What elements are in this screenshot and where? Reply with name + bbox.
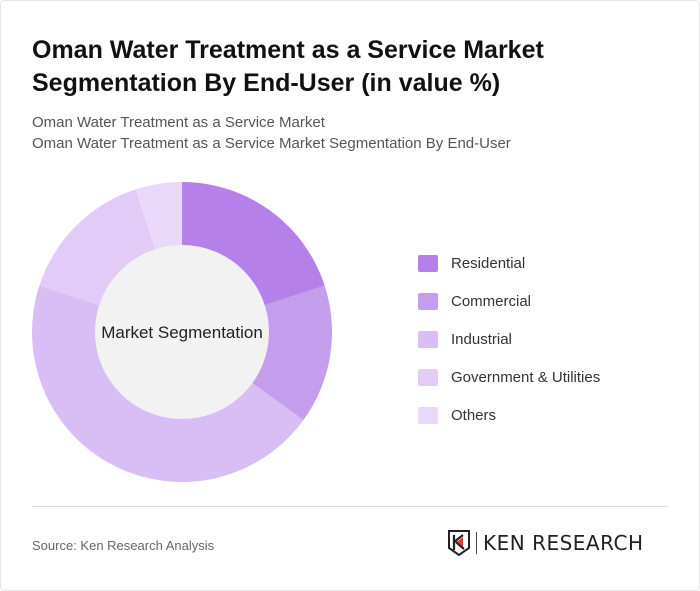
divider (32, 506, 668, 507)
legend-swatch (418, 407, 438, 424)
legend-label: Industrial (451, 331, 512, 348)
chart-title: Oman Water Treatment as a Service Market… (32, 36, 544, 97)
legend-item: Industrial (418, 320, 600, 359)
donut-center (95, 245, 269, 419)
ken-research-logo: KEN RESEARCH (448, 530, 644, 556)
legend-item: Residential (418, 244, 600, 283)
chart-subtitle: Oman Water Treatment as a Service Market (32, 114, 325, 131)
legend-item: Others (418, 396, 600, 435)
legend-label: Residential (451, 255, 526, 272)
center-label: Market Segmentation (101, 323, 263, 342)
legend-label: Others (451, 407, 497, 424)
legend-swatch (418, 293, 438, 310)
chart-subtitle-2: Oman Water Treatment as a Service Market… (32, 135, 511, 152)
legend-label: Government & Utilities (451, 369, 601, 386)
logo-text: KEN RESEARCH (483, 531, 644, 555)
legend-swatch (418, 369, 438, 386)
legend-item: Commercial (418, 282, 600, 321)
legend: Residential Commercial Industrial Governmen… (418, 245, 600, 435)
legend-item: Government & Utilities (418, 358, 600, 397)
legend-label: Commercial (451, 293, 532, 310)
logo-separator (476, 532, 477, 554)
logo-icon (448, 530, 470, 556)
source-note: Source: Ken Research Analysis (32, 538, 215, 553)
legend-swatch (418, 255, 438, 272)
legend-swatch (418, 331, 438, 348)
